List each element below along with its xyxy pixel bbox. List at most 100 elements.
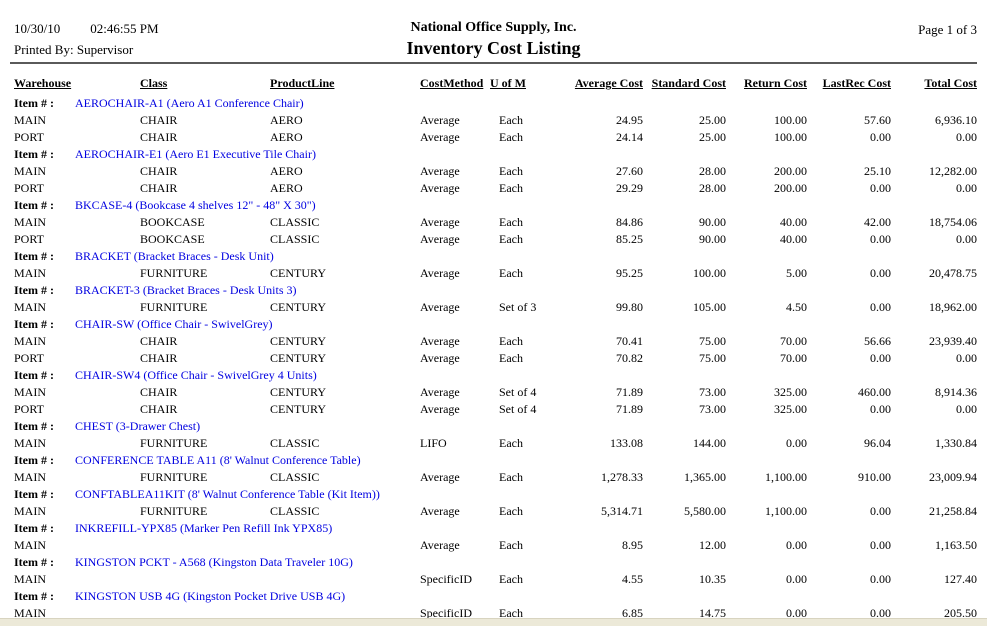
cell-return_cost: 0.00 (786, 572, 807, 586)
cell-uofm: Each (499, 164, 523, 178)
cell-lastrec_cost: 0.00 (870, 504, 891, 518)
cell-return_cost: 70.00 (780, 334, 807, 348)
item-name-link[interactable]: CHAIR-SW (Office Chair - SwivelGrey) (75, 317, 273, 331)
item-number-label: Item # : (14, 147, 54, 161)
cell-product_line: AERO (270, 130, 303, 144)
header-divider-line (10, 62, 977, 64)
cell-product_line: CENTURY (270, 351, 327, 365)
cell-total_cost: 18,754.06 (929, 215, 977, 229)
cell-return_cost: 4.50 (786, 300, 807, 314)
cell-class: FURNITURE (140, 436, 208, 450)
item-name-link[interactable]: CHAIR-SW4 (Office Chair - SwivelGrey 4 U… (75, 368, 317, 382)
item-name-link[interactable]: BRACKET (Bracket Braces - Desk Unit) (75, 249, 274, 263)
cell-standard_cost: 73.00 (699, 402, 726, 416)
cell-return_cost: 200.00 (774, 164, 807, 178)
item-number-label: Item # : (14, 198, 54, 212)
item-name-link[interactable]: CONFTABLEA11KIT (8' Walnut Conference Ta… (75, 487, 380, 501)
cell-standard_cost: 25.00 (699, 130, 726, 144)
warehouse-detail-row: PORT BOOKCASE CLASSIC Average Each 85.25 90.00… (14, 232, 977, 249)
item-name-link[interactable]: KINGSTON PCKT - A568 (Kingston Data Trav… (75, 555, 353, 569)
cell-total_cost: 1,163.50 (935, 538, 977, 552)
warehouse-detail-row: MAIN CHAIR CENTURY Average Each 70.41 75.00 70.… (14, 334, 977, 351)
item-group-row: Item # : CHAIR-SW4 (Office Chair - Swivel… (14, 368, 977, 385)
cell-class: CHAIR (140, 181, 178, 195)
cell-average_cost: 71.89 (616, 385, 643, 399)
warehouse-detail-row: MAIN FURNITURE CLASSIC LIFO Each 133.08 144.00… (14, 436, 977, 453)
cell-lastrec_cost: 96.04 (864, 436, 891, 450)
cell-uofm: Each (499, 606, 523, 620)
column-header-warehouse: Warehouse (14, 76, 72, 90)
item-group-row: Item # : BKCASE-4 (Bookcase 4 shelves 12"… (14, 198, 977, 215)
item-group-row: Item # : KINGSTON PCKT - A568 (Kingston D… (14, 555, 977, 572)
inventory-table: Warehouse Class ProductLine CostMethod U of … (14, 76, 977, 623)
cell-warehouse: MAIN (14, 266, 46, 280)
cell-class: CHAIR (140, 351, 178, 365)
cell-product_line: CENTURY (270, 402, 327, 416)
cell-total_cost: 1,330.84 (935, 436, 977, 450)
cell-return_cost: 325.00 (774, 385, 807, 399)
item-group-row: Item # : CONFTABLEA11KIT (8' Walnut Confe… (14, 487, 977, 504)
table-body: Item # : AEROCHAIR-A1 (Aero A1 Conference… (14, 96, 977, 623)
cell-average_cost: 6.85 (622, 606, 643, 620)
cell-total_cost: 18,962.00 (929, 300, 977, 314)
cell-average_cost: 24.14 (616, 130, 643, 144)
cell-uofm: Each (499, 504, 523, 518)
cell-warehouse: MAIN (14, 385, 46, 399)
column-header-total_cost: Total Cost (924, 76, 977, 90)
item-name-link[interactable]: BRACKET-3 (Bracket Braces - Desk Units 3… (75, 283, 297, 297)
item-name-link[interactable]: CHEST (3-Drawer Chest) (75, 419, 201, 433)
warehouse-detail-row: MAIN SpecificID Each 4.55 10.35 0.00 0.00 127.4… (14, 572, 977, 589)
cell-warehouse: MAIN (14, 300, 46, 314)
warehouse-detail-row: MAIN CHAIR AERO Average Each 24.95 25.00 100.00… (14, 113, 977, 130)
cell-cost_method: Average (420, 334, 460, 348)
cell-cost_method: SpecificID (420, 606, 472, 620)
cell-cost_method: LIFO (420, 436, 447, 450)
cell-uofm: Each (499, 334, 523, 348)
cell-standard_cost: 28.00 (699, 181, 726, 195)
cell-class: CHAIR (140, 164, 178, 178)
cell-average_cost: 5,314.71 (601, 504, 643, 518)
cell-lastrec_cost: 0.00 (870, 538, 891, 552)
cell-total_cost: 127.40 (944, 572, 977, 586)
warehouse-detail-row: MAIN BOOKCASE CLASSIC Average Each 84.86 90.00… (14, 215, 977, 232)
item-name-link[interactable]: BKCASE-4 (Bookcase 4 shelves 12" - 48" X… (75, 198, 316, 212)
cell-average_cost: 70.41 (616, 334, 643, 348)
cell-lastrec_cost: 0.00 (870, 351, 891, 365)
item-number-label: Item # : (14, 283, 54, 297)
cell-product_line: CENTURY (270, 334, 327, 348)
cell-product_line: AERO (270, 113, 303, 127)
cell-class: CHAIR (140, 130, 178, 144)
cell-total_cost: 8,914.36 (935, 385, 977, 399)
cell-standard_cost: 12.00 (699, 538, 726, 552)
item-group-row: Item # : BRACKET-3 (Bracket Braces - Desk… (14, 283, 977, 300)
cell-warehouse: MAIN (14, 113, 46, 127)
item-name-link[interactable]: INKREFILL-YPX85 (Marker Pen Refill Ink Y… (75, 521, 333, 535)
item-group-row: Item # : INKREFILL-YPX85 (Marker Pen Refi… (14, 521, 977, 538)
cell-warehouse: MAIN (14, 572, 46, 586)
cell-warehouse: MAIN (14, 334, 46, 348)
cell-standard_cost: 1,365.00 (684, 470, 726, 484)
cell-lastrec_cost: 0.00 (870, 232, 891, 246)
cell-cost_method: Average (420, 266, 460, 280)
cell-cost_method: Average (420, 504, 460, 518)
cell-warehouse: MAIN (14, 215, 46, 229)
cell-return_cost: 5.00 (786, 266, 807, 280)
cell-lastrec_cost: 0.00 (870, 300, 891, 314)
item-name-link[interactable]: CONFERENCE TABLE A11 (8' Walnut Conferen… (75, 453, 361, 467)
cell-standard_cost: 100.00 (693, 266, 726, 280)
item-name-link[interactable]: AEROCHAIR-E1 (Aero E1 Executive Tile Cha… (75, 147, 316, 161)
cell-class: FURNITURE (140, 504, 208, 518)
item-number-label: Item # : (14, 249, 54, 263)
item-group-row: Item # : AEROCHAIR-A1 (Aero A1 Conference… (14, 96, 977, 113)
item-name-link[interactable]: AEROCHAIR-A1 (Aero A1 Conference Chair) (75, 96, 304, 110)
item-name-link[interactable]: KINGSTON USB 4G (Kingston Pocket Drive U… (75, 589, 346, 603)
cell-return_cost: 0.00 (786, 538, 807, 552)
cell-total_cost: 20,478.75 (929, 266, 977, 280)
item-number-label: Item # : (14, 521, 54, 535)
column-header-uofm: U of M (490, 76, 526, 90)
cell-product_line (270, 538, 420, 555)
cell-uofm: Each (499, 436, 523, 450)
cell-return_cost: 100.00 (774, 130, 807, 144)
warehouse-detail-row: PORT CHAIR CENTURY Average Set of 4 71.89 73.0… (14, 402, 977, 419)
warehouse-detail-row: PORT CHAIR AERO Average Each 24.14 25.00 100.00… (14, 130, 977, 147)
